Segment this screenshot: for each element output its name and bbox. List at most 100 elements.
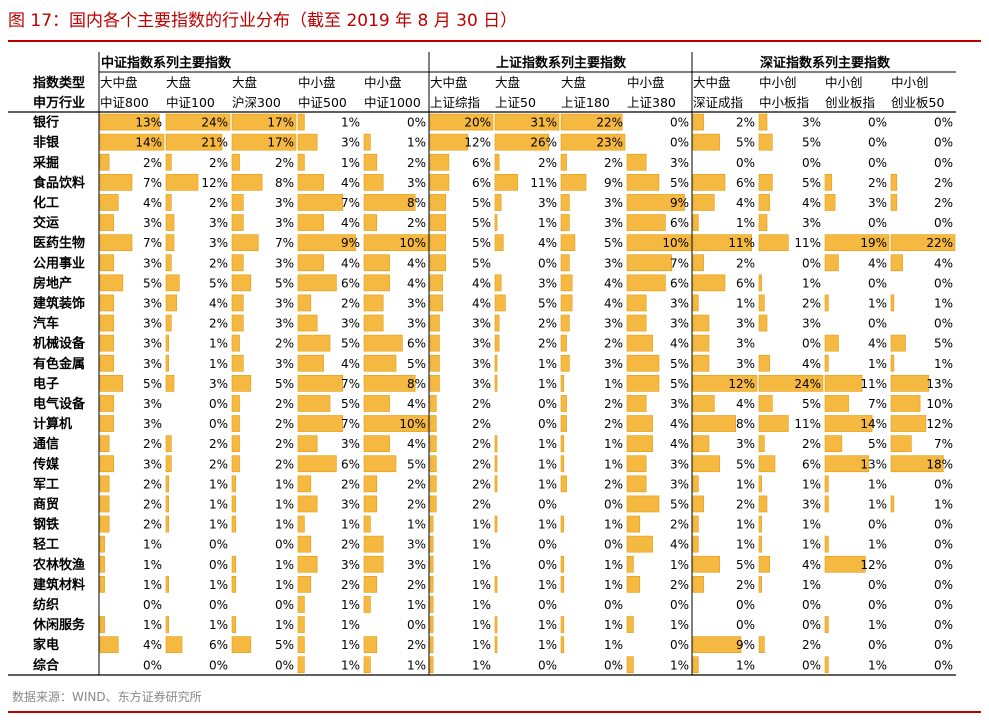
cell-value: 1%: [275, 477, 294, 491]
column-name-label: 中证500: [298, 95, 347, 110]
cell-value: 3%: [736, 317, 755, 331]
cell-value: 1%: [604, 638, 623, 652]
value-bar: [494, 334, 500, 352]
cell-value: 1%: [143, 558, 162, 572]
cell-value: 4%: [604, 276, 623, 290]
value-bar: [429, 133, 469, 151]
cell-value: 0%: [143, 658, 162, 672]
value-bar: [692, 636, 742, 653]
value-bar: [429, 314, 440, 332]
cell-value: 4%: [868, 256, 887, 270]
value-bar: [297, 294, 312, 312]
cell-value: 0%: [868, 598, 887, 612]
value-bar: [560, 415, 567, 432]
cell-value: 1%: [472, 538, 491, 552]
industry-label: 传媒: [32, 456, 60, 472]
cell-value: 0%: [143, 598, 162, 612]
industry-label: 轻工: [33, 537, 59, 553]
cell-value: 1%: [472, 558, 491, 572]
value-bar: [429, 254, 447, 272]
column-type-label: 大盘: [495, 75, 520, 90]
value-bar: [560, 294, 573, 312]
value-bar: [758, 435, 765, 453]
value-bar: [231, 555, 237, 573]
value-bar: [363, 555, 384, 573]
value-bar: [231, 274, 252, 292]
value-bar: [494, 153, 500, 171]
cell-value: 2%: [472, 437, 491, 451]
cell-value: 0%: [934, 216, 953, 230]
industry-label: 医药生物: [33, 235, 85, 251]
cell-value: 17%: [267, 136, 294, 150]
cell-value: 12%: [464, 136, 491, 150]
value-bar: [99, 294, 115, 312]
cell-value: 0%: [209, 417, 228, 431]
value-bar: [560, 194, 570, 211]
column-name-label: 中证800: [100, 95, 149, 110]
value-bar: [429, 515, 434, 533]
value-bar: [297, 214, 324, 231]
cell-value: 1%: [341, 598, 360, 612]
cell-value: 0%: [934, 477, 953, 491]
value-bar: [99, 214, 115, 231]
cell-value: 2%: [934, 196, 953, 210]
cell-value: 1%: [209, 618, 228, 632]
cell-value: 1%: [472, 638, 491, 652]
value-bar: [692, 113, 704, 131]
cell-value: 6%: [341, 457, 360, 471]
cell-value: 1%: [209, 357, 228, 371]
cell-value: 0%: [802, 598, 821, 612]
cell-value: 2%: [407, 477, 426, 491]
cell-value: 9%: [736, 638, 755, 652]
value-bar: [626, 495, 660, 513]
value-bar: [165, 153, 172, 171]
value-bar: [758, 575, 762, 593]
column-type-label: 中小盘: [298, 75, 336, 90]
cell-value: 0%: [934, 538, 953, 552]
value-bar: [297, 395, 331, 412]
cell-value: 0%: [209, 397, 228, 411]
value-bar: [626, 455, 647, 473]
cell-value: 5%: [341, 337, 360, 351]
cell-value: 4%: [472, 276, 491, 290]
value-bar: [363, 194, 416, 211]
cell-value: 3%: [209, 377, 228, 391]
industry-label: 电气设备: [33, 396, 86, 412]
cell-value: 1%: [934, 497, 953, 511]
value-bar: [165, 475, 169, 493]
value-bar: [297, 174, 324, 191]
cell-value: 26%: [530, 136, 557, 150]
cell-value: 1%: [868, 538, 887, 552]
value-bar: [560, 435, 565, 453]
value-bar: [626, 374, 660, 392]
value-bar: [758, 415, 789, 432]
value-bar: [165, 314, 172, 332]
cell-value: 4%: [143, 638, 162, 652]
cell-value: 2%: [736, 116, 755, 130]
value-bar: [890, 495, 895, 513]
value-bar: [429, 194, 447, 211]
value-bar: [363, 415, 429, 432]
value-bar: [692, 455, 720, 473]
cell-value: 1%: [275, 497, 294, 511]
column-type-label: 中小创: [759, 75, 797, 90]
column-name-label: 上证380: [627, 95, 676, 110]
cell-value: 1%: [538, 216, 557, 230]
cell-value: 3%: [407, 558, 426, 572]
value-bar: [626, 214, 666, 231]
cell-value: 5%: [670, 497, 689, 511]
value-bar: [99, 354, 115, 372]
value-bar: [692, 254, 704, 272]
industry-label: 商贸: [33, 496, 59, 512]
cell-value: 4%: [934, 256, 953, 270]
cell-value: 3%: [407, 176, 426, 190]
value-bar: [363, 334, 403, 352]
value-bar: [626, 294, 647, 312]
column-type-label: 大盘: [232, 75, 257, 90]
cell-value: 5%: [802, 136, 821, 150]
cell-value: 0%: [538, 538, 557, 552]
value-bar: [626, 254, 673, 272]
value-bar: [363, 475, 378, 493]
value-bar: [824, 616, 829, 633]
cell-value: 1%: [209, 477, 228, 491]
